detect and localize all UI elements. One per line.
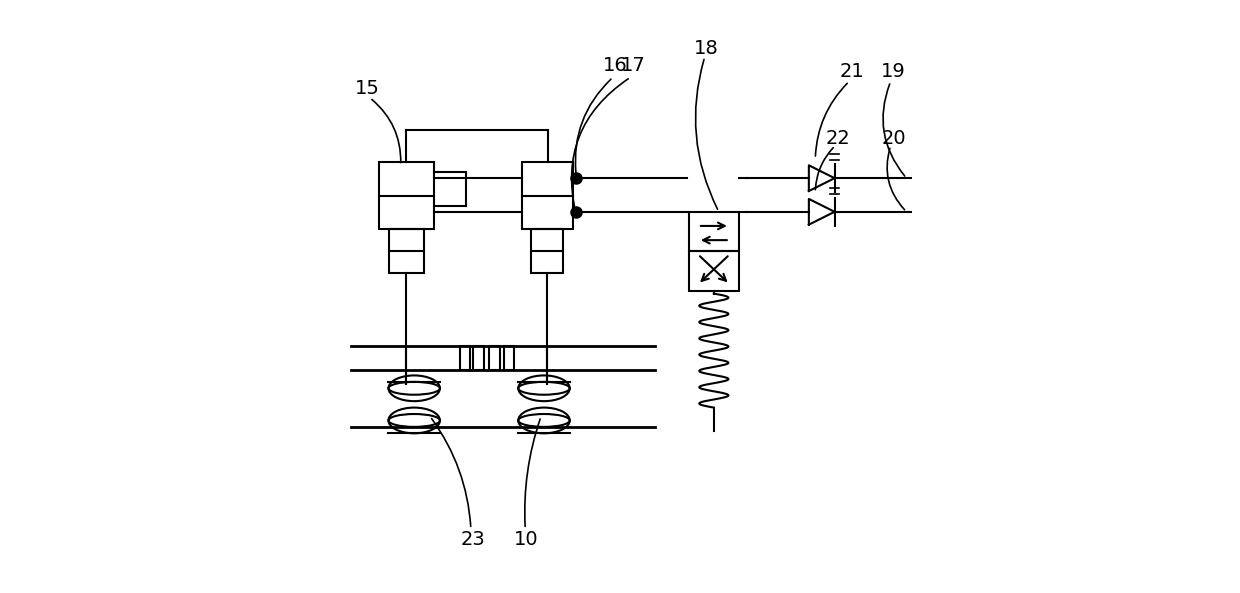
Text: 22: 22	[826, 129, 851, 148]
Bar	[689, 212, 739, 251]
Text: 23: 23	[460, 530, 485, 549]
Bar	[522, 162, 573, 229]
Text: 20: 20	[882, 129, 906, 148]
Text: 18: 18	[694, 39, 719, 58]
Bar	[689, 251, 739, 291]
Text: 19: 19	[882, 62, 906, 81]
Bar	[378, 162, 434, 229]
Text: 10: 10	[515, 530, 538, 549]
Text: 21: 21	[839, 62, 864, 81]
Text: 16: 16	[603, 56, 627, 75]
Bar	[531, 229, 563, 273]
Text: 15: 15	[355, 79, 379, 98]
Text: 17: 17	[620, 56, 645, 75]
Bar	[388, 229, 424, 273]
Bar	[474, 346, 484, 369]
Bar	[489, 346, 500, 369]
Bar	[503, 346, 515, 369]
Bar	[460, 346, 470, 369]
